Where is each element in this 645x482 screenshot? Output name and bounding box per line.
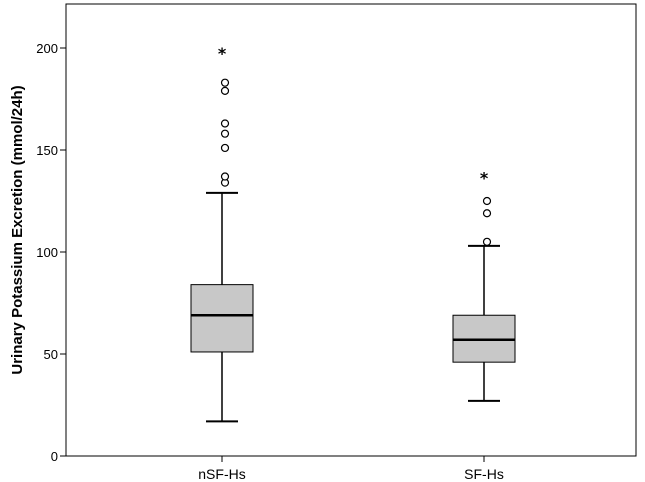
x-category-label: nSF-Hs [198, 466, 245, 482]
y-tick-label: 0 [51, 449, 58, 464]
y-tick-label: 100 [36, 245, 58, 260]
box-group: * [190, 44, 254, 423]
extreme-point-star: * [218, 44, 227, 63]
outlier-point [220, 86, 230, 95]
box-group: * [452, 168, 516, 402]
iqr-box [190, 284, 254, 353]
outlier-point [482, 237, 492, 246]
x-axis: nSF-Hs SF-Hs [198, 456, 504, 482]
y-tick-label: 50 [44, 347, 58, 362]
outlier-point [220, 172, 230, 181]
y-axis: 0 50 100 150 200 [36, 41, 66, 464]
extreme-point-star: * [480, 168, 489, 187]
boxes-layer: ** [190, 44, 516, 423]
y-tick-label: 200 [36, 41, 58, 56]
outlier-point [220, 143, 230, 153]
outlier-point [220, 119, 230, 128]
x-category-label: SF-Hs [464, 466, 504, 482]
outlier-point [482, 209, 492, 218]
y-axis-title: Urinary Potassium Excretion (mmol/24h) [9, 85, 26, 374]
outlier-point [482, 196, 492, 206]
outlier-point [220, 129, 230, 138]
outlier-point [220, 78, 230, 87]
plot-frame [65, 3, 637, 457]
y-tick-label: 150 [36, 143, 58, 158]
